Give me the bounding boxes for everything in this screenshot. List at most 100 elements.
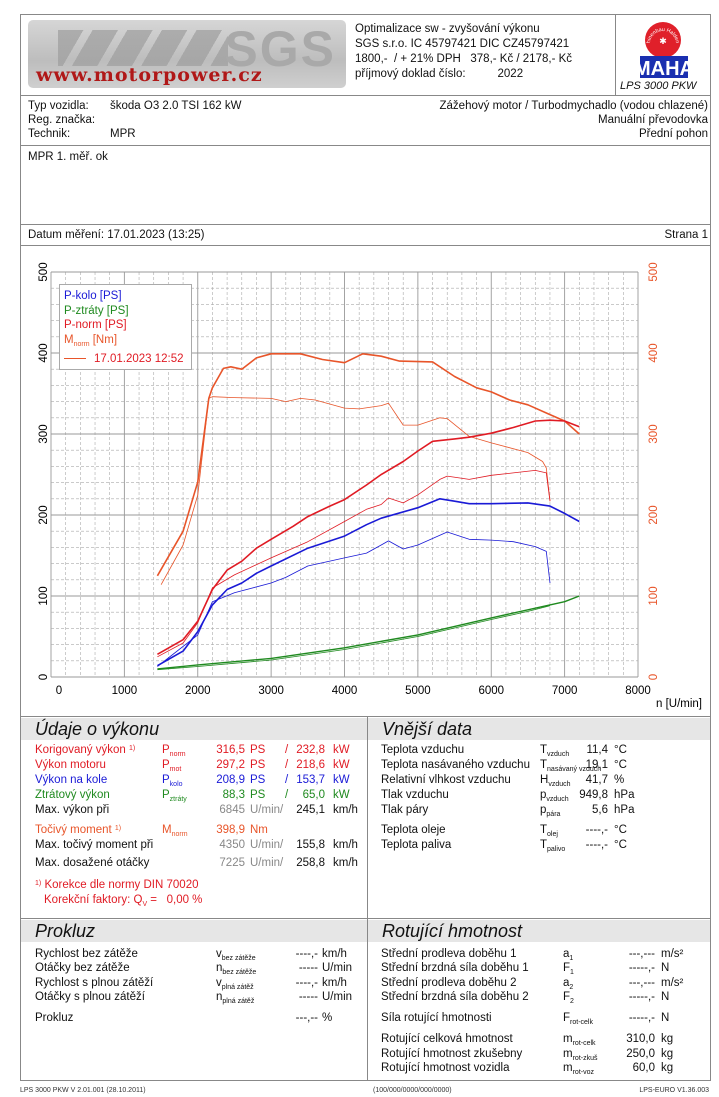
note-mark: 1)	[35, 880, 42, 887]
divider	[20, 224, 711, 225]
symbol: nbez zátěže	[216, 962, 256, 976]
series-line-p-norm-reference	[157, 470, 551, 658]
measurement-date: Datum měření: 17.01.2023 (13:25)	[28, 229, 205, 241]
performance-label: Max. točivý moment při	[35, 839, 153, 851]
symbol-subscript: vzduch	[547, 751, 570, 758]
y-right-tick-label: 500	[648, 262, 660, 281]
report-frame	[20, 14, 711, 1081]
y-left-tick-label: 200	[38, 505, 50, 524]
symbol: ppára	[540, 804, 560, 818]
unit-primary: U/min/	[250, 839, 284, 851]
series-line-m-norm-reference	[160, 396, 551, 585]
y-left-tick-label: 100	[38, 586, 50, 605]
performance-label: Výkon na kole	[35, 774, 107, 786]
label-text: Ztrátový výkon	[35, 789, 110, 801]
value-secondary: 218,6	[296, 759, 325, 771]
footnote-mark: 1)	[128, 745, 136, 752]
page-number: Strana 1	[664, 229, 708, 241]
legend-m-unit: [Nm]	[89, 333, 118, 346]
symbol-letter: a	[563, 977, 570, 989]
gearbox-type: Manuální převodovka	[598, 114, 708, 126]
notes: MPR 1. měř. ok	[28, 151, 108, 163]
divider	[20, 95, 711, 96]
symbol-letter: P	[162, 744, 170, 756]
series-line-p-kolo-reference	[157, 531, 551, 667]
unit-secondary: kW	[333, 744, 350, 756]
unit-secondary: kW	[333, 774, 350, 786]
value-secondary: 155,8	[296, 839, 325, 851]
reg-label: Reg. značka:	[28, 114, 96, 126]
divider	[367, 716, 368, 1081]
symbol-letter: T	[540, 744, 548, 756]
external-unit: °C	[614, 824, 627, 836]
external-unit: %	[614, 774, 625, 786]
symbol-letter: M	[162, 824, 172, 836]
value-primary: 208,9	[216, 774, 245, 786]
symbol-subscript: vzduch	[548, 781, 571, 788]
rotating-label: Síla rotující hmotnosti	[381, 1012, 492, 1024]
symbol: vplná zátěž	[216, 977, 254, 991]
symbol: Pztráty	[162, 789, 187, 803]
x-tick-label: 4000	[332, 685, 358, 697]
external-title: Vnější data	[368, 718, 710, 740]
legend-p-ztraty: P-ztráty [PS]	[64, 304, 129, 317]
symbol: F1	[563, 962, 574, 976]
divider	[20, 145, 711, 146]
external-value: 5,6	[592, 804, 608, 816]
symbol: Tpalivo	[540, 839, 565, 853]
unit-secondary: km/h	[333, 839, 358, 851]
rotating-unit: m/s²	[661, 948, 684, 960]
rotating-value: 310,0	[626, 1033, 655, 1045]
symbol: a1	[563, 948, 573, 962]
rotating-unit: kg	[661, 1048, 674, 1060]
external-label: Teplota nasávaného vzduchu	[381, 759, 530, 771]
rotating-unit: m/s²	[661, 977, 684, 989]
symbol-letter: m	[563, 1033, 573, 1045]
motorpower-logo: SGS www.motorpower.cz	[28, 20, 346, 88]
slip-unit: U/min	[322, 962, 353, 974]
label-text: Korigovaný výkon	[35, 744, 126, 756]
label-text: Max. dosažené otáčky	[35, 857, 150, 869]
external-label: Tlak vzduchu	[381, 789, 449, 801]
performance-label: Ztrátový výkon	[35, 789, 110, 801]
unit-secondary: km/h	[333, 804, 358, 816]
type-label: Typ vozidla:	[28, 100, 89, 112]
separator: /	[285, 744, 289, 756]
tech-value: MPR	[110, 128, 136, 140]
divider	[20, 716, 711, 717]
y-right-tick-label: 0	[648, 674, 660, 680]
logo-brand: SGS	[224, 21, 336, 77]
gear-icon: ✱	[659, 36, 667, 46]
symbol-subscript: plná zátěž	[222, 998, 255, 1005]
rotating-value: 60,0	[632, 1062, 655, 1074]
correction-factor-label: Korekční faktory: Q	[44, 894, 143, 906]
slip-label: Otáčky s plnou zátěží	[35, 991, 145, 1003]
symbol-letter: p	[540, 789, 547, 801]
slip-value: ----,-	[295, 948, 318, 960]
y-left-tick-label: 0	[38, 674, 50, 680]
symbol-letter: n	[216, 962, 223, 974]
vehicle-specs: Zážehový motor / Turbodmychadlo (vodou c…	[440, 99, 708, 141]
slip-label: Prokluz	[35, 1012, 74, 1024]
unit-primary: PS	[250, 774, 266, 786]
symbol-subscript: rot-celk	[572, 1040, 596, 1047]
divider	[615, 14, 616, 95]
reference-date: 17.01.2023 12:52	[94, 353, 184, 365]
symbol-letter: T	[540, 824, 548, 836]
symbol-subscript: pára	[546, 811, 561, 818]
external-value: 41,7	[585, 774, 608, 786]
slip-value: ----,-	[295, 977, 318, 989]
symbol-subscript: bez zátěže	[222, 969, 257, 976]
divider	[20, 918, 711, 919]
symbol: nplná zátěž	[216, 991, 254, 1005]
performance-label: Max. výkon při	[35, 804, 109, 816]
slip-unit: km/h	[322, 948, 347, 960]
legend-m-symbol: M	[64, 333, 74, 346]
symbol: Tolej	[540, 824, 558, 838]
slip-value: -----	[298, 991, 318, 1003]
symbol: Tvzduch	[540, 744, 569, 758]
symbol-subscript: palivo	[547, 846, 566, 853]
symbol: Tnasávaný vzduch	[540, 759, 601, 773]
symbol-letter: P	[162, 789, 170, 801]
external-label: Relativní vlhkost vzduchu	[381, 774, 511, 786]
